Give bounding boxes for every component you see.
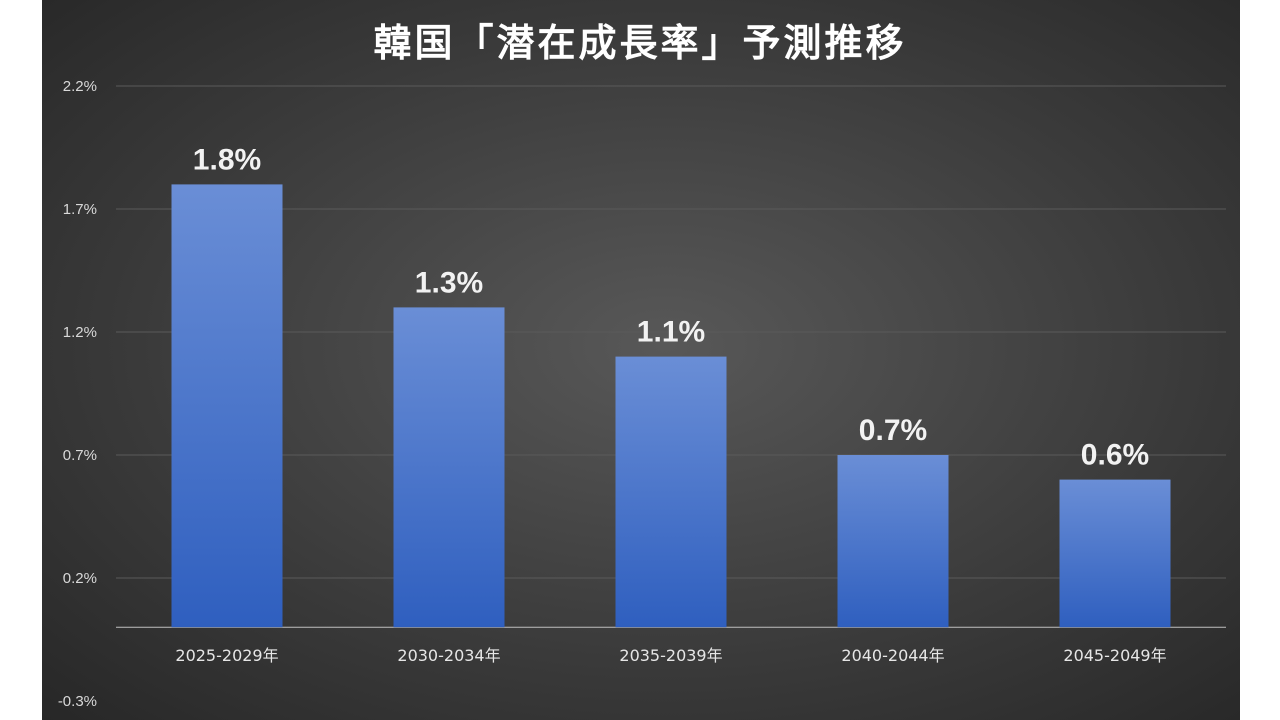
y-tick-label: -0.3% bbox=[58, 693, 97, 710]
x-tick-label: 2040-2044年 bbox=[841, 646, 944, 665]
bar bbox=[1059, 479, 1171, 628]
data-label: 1.1% bbox=[637, 316, 705, 349]
data-label: 1.3% bbox=[415, 266, 483, 299]
chart-title: 韓国「潜在成長率」予測推移 bbox=[373, 21, 907, 65]
bar bbox=[837, 455, 949, 628]
x-tick-label: 2025-2029年 bbox=[175, 646, 278, 665]
x-tick-label: 2035-2039年 bbox=[619, 646, 722, 665]
bar bbox=[171, 184, 283, 628]
y-tick-label: 2.2% bbox=[63, 78, 97, 95]
bar bbox=[393, 307, 505, 628]
x-tick-label: 2045-2049年 bbox=[1063, 646, 1166, 665]
y-tick-label: 1.2% bbox=[63, 324, 97, 341]
x-tick-label: 2030-2034年 bbox=[397, 646, 500, 665]
y-tick-label: 1.7% bbox=[63, 201, 97, 218]
data-label: 0.7% bbox=[859, 414, 927, 447]
data-label: 0.6% bbox=[1081, 439, 1149, 472]
data-label: 1.8% bbox=[193, 143, 261, 176]
bar bbox=[615, 356, 727, 628]
y-tick-label: 0.2% bbox=[63, 570, 97, 587]
y-tick-label: 0.7% bbox=[63, 447, 97, 464]
